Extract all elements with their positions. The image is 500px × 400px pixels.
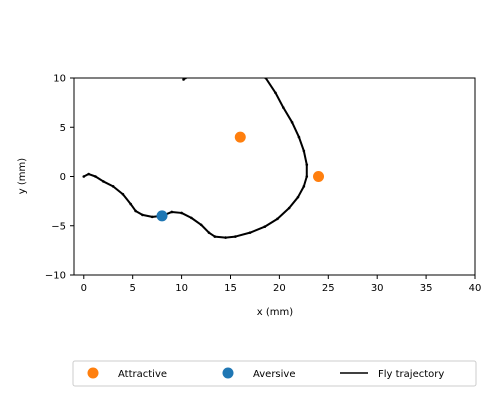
- trajectory-point: [290, 121, 294, 124]
- y-tick-label: −10: [45, 271, 66, 282]
- x-tick-label: 25: [322, 283, 335, 294]
- trajectory-point: [111, 185, 115, 188]
- y-tick-label: 0: [60, 172, 66, 183]
- trajectory-point: [302, 149, 306, 153]
- trajectory-point: [287, 206, 291, 210]
- trajectory-point: [180, 211, 183, 215]
- trajectory-point: [296, 195, 300, 199]
- x-tick-label: 15: [224, 283, 237, 294]
- x-tick-label: 5: [129, 283, 135, 294]
- legend-label-aversive: Aversive: [253, 369, 296, 380]
- trajectory-point: [248, 231, 252, 234]
- trajectory-point: [282, 106, 285, 109]
- trajectory-point: [87, 172, 90, 176]
- trajectory-point: [263, 225, 267, 229]
- point-attractive: [313, 171, 325, 182]
- trajectory-point: [102, 180, 105, 183]
- trajectory-point: [182, 78, 185, 81]
- y-tick-label: 5: [60, 123, 66, 134]
- trajectory-point: [184, 78, 187, 80]
- x-tick-label: 20: [273, 283, 286, 294]
- legend-frame: [72, 360, 477, 387]
- x-tick-label: 35: [420, 283, 433, 294]
- x-axis-label: x (mm): [257, 307, 293, 318]
- point-aversive: [156, 210, 168, 222]
- legend-marker-attractive: [87, 367, 99, 379]
- point-attractive: [234, 131, 246, 143]
- y-axis: −10 −5 0 5 10: [45, 74, 74, 282]
- trajectory-point: [207, 231, 211, 234]
- trajectory-point: [82, 175, 86, 178]
- y-tick-label: 10: [53, 74, 66, 85]
- trajectory-point: [141, 213, 144, 217]
- plot-area: [73, 77, 476, 276]
- trajectory-point: [302, 185, 306, 188]
- trajectory-point: [199, 223, 203, 227]
- x-tick-label: 30: [371, 283, 384, 294]
- trajectory-point: [134, 209, 137, 213]
- trajectory-point: [213, 235, 217, 238]
- x-tick-label: 0: [81, 283, 87, 294]
- trajectory-point: [129, 202, 133, 206]
- y-tick-label: −5: [51, 221, 66, 232]
- trajectory-point: [190, 216, 193, 220]
- trajectory-point: [274, 91, 277, 95]
- x-axis: 0 5 10 15 20 25 30 35 40: [81, 275, 482, 294]
- trajectory-point: [305, 175, 309, 178]
- trajectory-point: [150, 215, 154, 219]
- trajectory-point: [276, 217, 279, 221]
- x-tick-label: 40: [469, 283, 482, 294]
- legend-label-attractive: Attractive: [118, 369, 167, 380]
- trajectory-point: [224, 236, 227, 239]
- trajectory-point: [305, 163, 309, 166]
- trajectory-point: [94, 175, 97, 178]
- plot-frame: [73, 77, 476, 276]
- trajectory-point: [264, 78, 267, 80]
- trajectory-point: [170, 210, 174, 214]
- trajectory-point: [234, 235, 237, 238]
- y-axis-label: y (mm): [17, 158, 28, 194]
- trajectory-point: [121, 192, 125, 196]
- trajectory-point: [297, 135, 301, 139]
- legend-label-fly-trajectory: Fly trajectory: [378, 369, 444, 380]
- x-tick-label: 10: [175, 283, 188, 294]
- legend-marker-aversive: [222, 367, 234, 379]
- legend: Attractive Aversive Fly trajectory: [72, 360, 477, 387]
